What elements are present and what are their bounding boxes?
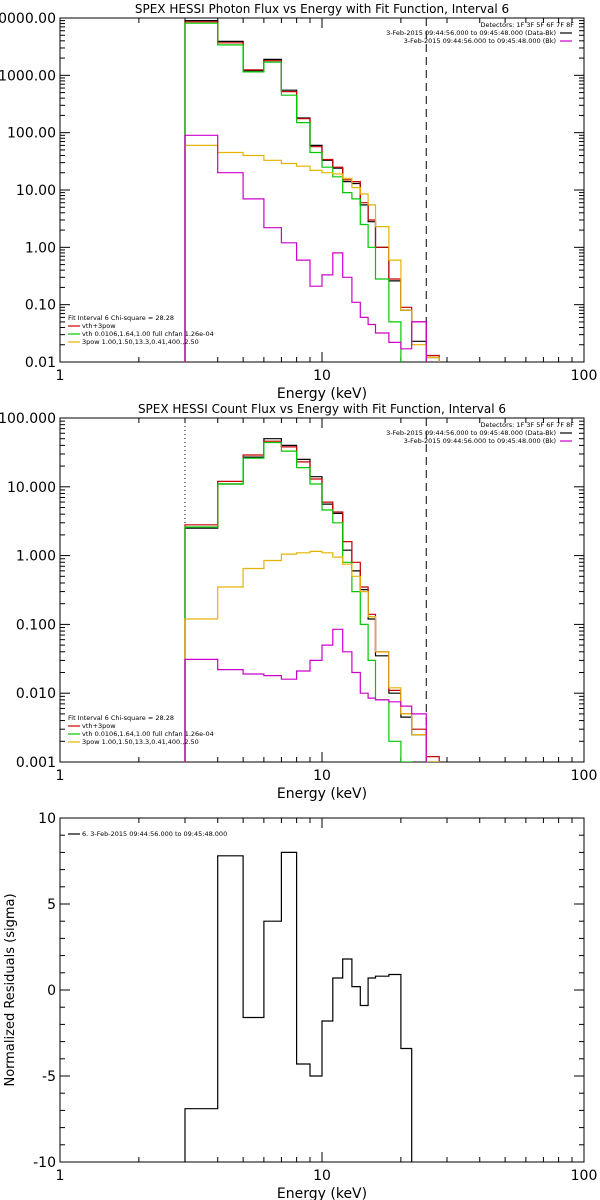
photon-flux-panel: SPEX HESSI Photon Flux vs Energy with Fi… — [0, 2, 598, 402]
count-flux-panel: SPEX HESSI Count Flux vs Energy with Fit… — [0, 402, 597, 802]
x-tick-label: 1 — [56, 768, 65, 784]
legend-left-text: vth+3pow — [82, 722, 116, 730]
series-line-residuals — [184, 851, 413, 1162]
series-line-bk — [184, 134, 427, 362]
detectors-label: Detectors: 1F 3F 5F 6F 7F 8F — [480, 421, 574, 429]
plot-title: SPEX HESSI Photon Flux vs Energy with Fi… — [135, 2, 509, 16]
y-tick-label: 0.010 — [16, 686, 56, 702]
legend-left-text: 6. 3-Feb-2015 09:44:56.000 to 09:45:48.0… — [82, 830, 227, 838]
y-tick-label: 0.01 — [25, 355, 56, 371]
x-axis-label: Energy (keV) — [277, 1186, 367, 1200]
plot-frame — [59, 417, 585, 763]
series-line-3pow — [184, 144, 440, 362]
series-line-data-bk — [184, 20, 440, 362]
series-line-bk — [184, 628, 427, 762]
legend-right-text: 3-Feb-2015 09:44:56.000 to 09:45:48.000 … — [404, 37, 556, 45]
series-line-3pow — [184, 550, 440, 762]
x-tick-label: 1 — [56, 368, 65, 384]
fit-summary-text: Fit Interval 6 Chi-square = 28.28 — [68, 714, 174, 722]
x-axis-label: Energy (keV) — [277, 786, 367, 802]
y-tick-label: 10.000 — [7, 480, 56, 496]
plot-frame — [59, 17, 585, 363]
plot-data-area — [184, 18, 440, 362]
plot-title: SPEX HESSI Count Flux vs Energy with Fit… — [138, 402, 506, 416]
y-tick-label: 1.000 — [16, 549, 56, 565]
legend-left-text: vth+3pow — [82, 322, 116, 330]
y-tick-label: 0.001 — [16, 755, 56, 771]
legend-right-text: 3-Feb-2015 09:44:56.000 to 09:45:48.000 … — [386, 429, 556, 437]
y-tick-label: 10.00 — [16, 183, 56, 199]
y-tick-label: 1000.00 — [0, 68, 56, 84]
plot-data-area — [184, 418, 440, 762]
y-tick-label: 0.100 — [16, 617, 56, 633]
x-tick-label: 100 — [571, 1168, 598, 1184]
y-tick-label: -5 — [42, 1069, 56, 1085]
series-line-data-bk — [184, 438, 440, 762]
series-line-vth — [184, 441, 413, 762]
y-tick-label: 0000.00 — [0, 11, 56, 27]
legend-right-text: 3-Feb-2015 09:44:56.000 to 09:45:48.000 … — [404, 437, 556, 445]
fit-summary-text: Fit Interval 6 Chi-square = 28.28 — [68, 314, 174, 322]
x-tick-label: 100 — [571, 768, 598, 784]
plot-frame — [59, 817, 585, 1163]
x-tick-label: 10 — [313, 368, 331, 384]
x-tick-label: 1 — [56, 1168, 65, 1184]
x-axis-label: Energy (keV) — [277, 386, 367, 402]
plot-data-area — [184, 851, 413, 1162]
y-tick-label: 1.00 — [25, 240, 56, 256]
detectors-label: Detectors: 1F 3F 5F 6F 7F 8F — [480, 21, 574, 29]
y-axis-label: Normalized Residuals (sigma) — [3, 893, 18, 1086]
y-tick-label: 10 — [38, 811, 56, 827]
y-tick-label: 5 — [47, 897, 56, 913]
residuals-panel: Energy (keV) Normalized Residuals (sigma)… — [3, 811, 597, 1200]
legend-left-text: 3pow 1.00,1.50,13.3,0.41,400.,2.50 — [82, 338, 199, 346]
x-tick-label: 10 — [313, 768, 331, 784]
legend-left-text: vth 0.0106,1.64,1.00 full chfan 1.26e-04 — [82, 730, 214, 738]
x-tick-label: 10 — [313, 1168, 331, 1184]
y-tick-label: 0.10 — [25, 298, 56, 314]
legend-left-text: 3pow 1.00,1.50,13.3,0.41,400.,2.50 — [82, 738, 199, 746]
series-line-vth-3pow — [184, 21, 440, 362]
y-tick-label: -10 — [33, 1155, 56, 1171]
y-tick-label: 0 — [47, 983, 56, 999]
y-tick-label: 100.00 — [7, 126, 56, 142]
legend-left-text: vth 0.0106,1.64,1.00 full chfan 1.26e-04 — [82, 330, 214, 338]
x-tick-label: 100 — [571, 368, 598, 384]
y-tick-label: 100.000 — [0, 411, 56, 427]
series-line-vth — [184, 22, 402, 362]
legend-right-text: 3-Feb-2015 09:44:56.000 to 09:45:48.000 … — [386, 29, 556, 37]
